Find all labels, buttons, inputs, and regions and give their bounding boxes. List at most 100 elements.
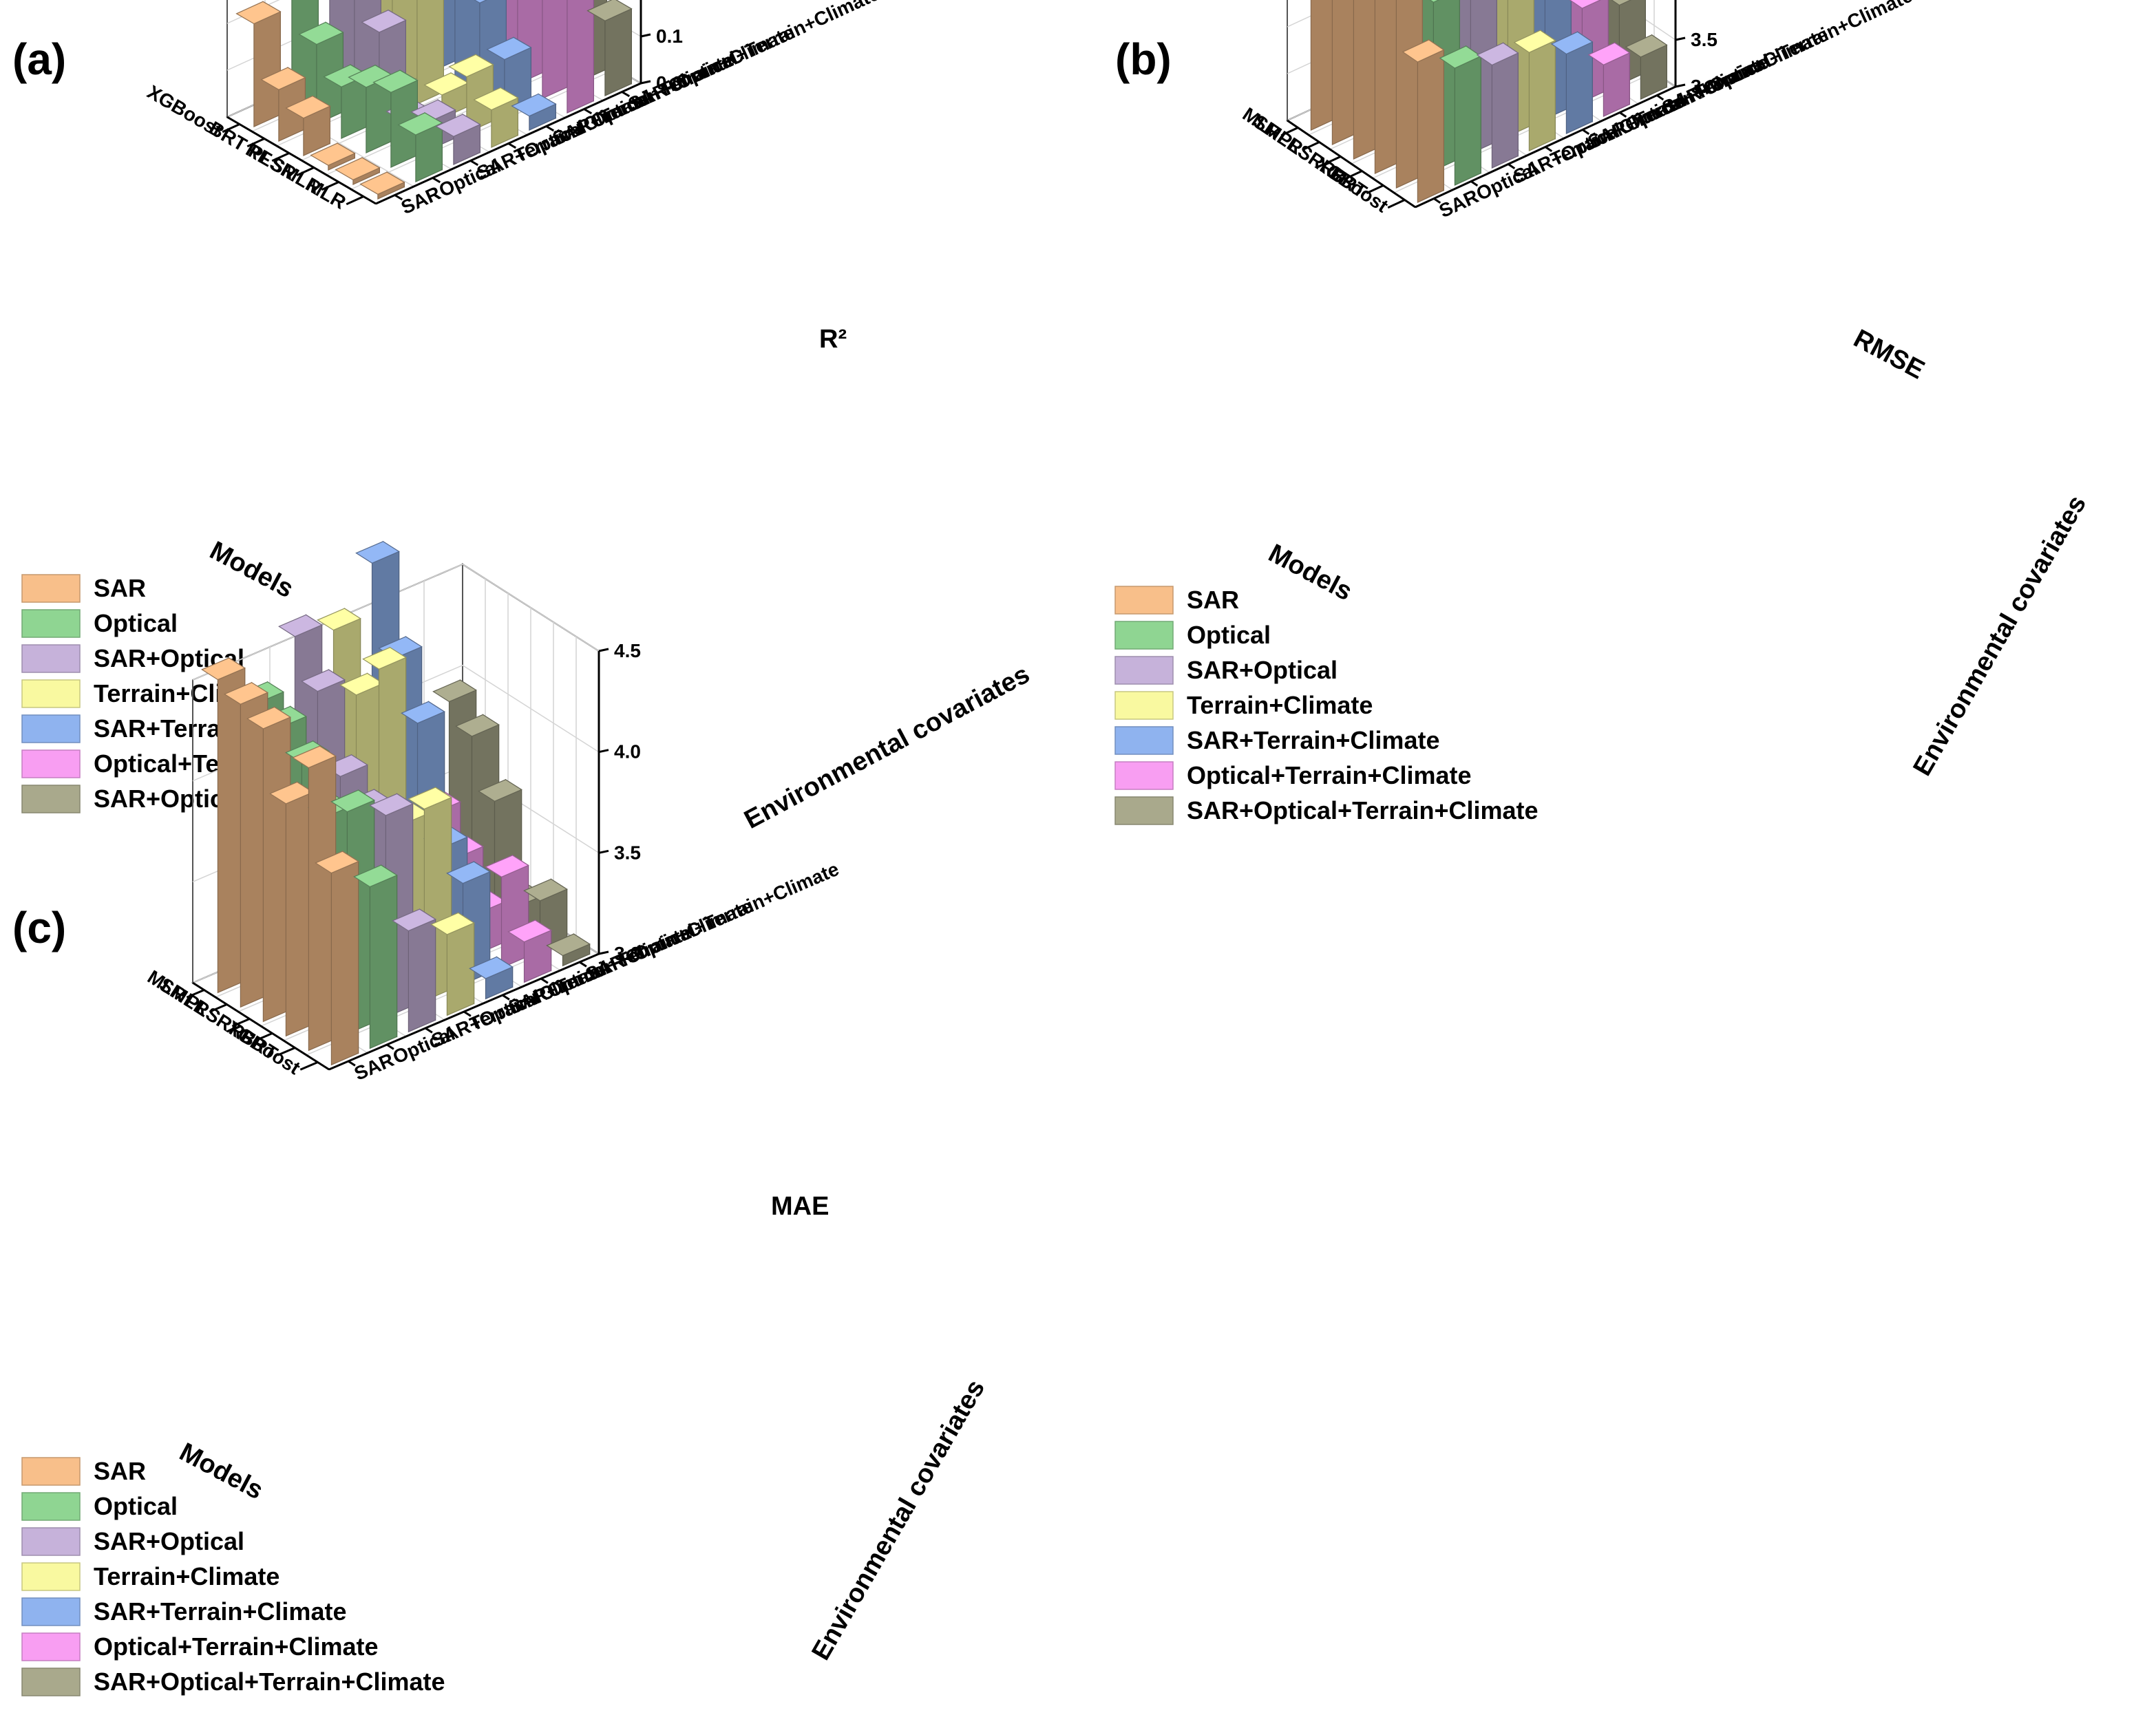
legend-item-sar-terrain-climate: SAR+Terrain+Climate [1114,726,1439,755]
legend-item-sar-optical-terrain-climate: SAR+Optical+Terrain+Climate [21,1668,445,1696]
legend-item-optical: Optical [1114,621,1271,650]
bar-mlr-terrain-climate [473,87,519,149]
legend-item-sar: SAR [21,574,146,603]
z-axis-title: MAE [771,1192,829,1221]
x-axis-title: Models [205,536,298,604]
x-axis-title: Models [1264,539,1357,607]
legend-item-sar: SAR [21,1457,146,1486]
panel-label: (c) [12,903,66,952]
bar-xgboost-terrain-climate [1513,29,1556,152]
z-tick-label: 0.0 [656,72,683,94]
bar-xgboost-sar-optical-terrain-climate [546,933,591,967]
bar-plsr-sar [310,142,356,171]
legend: SAR Optical SAR+Optical Terrain+Climate SAR+… [1114,586,1539,825]
panel-label: (b) [1115,34,1172,84]
z-tick-label: 3.5 [614,842,641,863]
legend-label: Terrain+Climate [94,1562,279,1590]
x-axis-title: Models [175,1438,268,1506]
bars [201,540,591,1066]
z-tick-label: 3.5 [1691,29,1718,50]
covariate-tick-label: SAR+Optical+Terrain+Climate [625,0,883,115]
legend-label: SAR+Terrain+Climate [1187,726,1439,754]
y-axis-title: Environmental covariates [740,660,1035,835]
bar-rf-terrain-climate [416,0,445,105]
legend-item-sar-terrain-climate: SAR+Terrain+Climate [21,1597,346,1626]
covariate-tick-label: SAR [351,1049,397,1085]
legend-label: SAR+Optical [1187,656,1338,684]
bar-mlr-optical [397,111,443,183]
panel-label: (a) [12,34,66,84]
bar-xgboost-sar-optical [1476,42,1519,169]
bar-mlr-sar-terrain-climate [511,93,557,131]
covariate-tick-label: SAR+Optical+Terrain+Climate [1659,0,1916,118]
z-axis: 3.03.54.04.55.05.5 [1674,0,1718,97]
legend-label: Optical [94,1492,178,1520]
bar-xgboost-sar-terrain-climate [1550,31,1594,135]
legend-label: SAR+Optical+Terrain+Climate [1187,796,1539,824]
z-axis-title: R² [819,325,847,354]
legend-item-sar: SAR [1114,586,1239,615]
bar-xgboost-sar [315,851,359,1066]
bar-xgboost-sar [235,1,282,128]
legend-label: Optical+Terrain+Climate [94,1632,379,1661]
z-axis: 0.00.10.20.30.40.5 [640,0,683,94]
bar-xgboost-optical-terrain-climate [1587,41,1631,118]
z-tick-label: 4.0 [1691,0,1718,3]
z-tick-label: 4.0 [614,741,641,763]
legend-item-optical-terrain-climate: Optical+Terrain+Climate [21,1632,379,1661]
legend-item-terrain-climate: Terrain+Climate [1114,691,1373,720]
bars [1310,0,1668,204]
z-tick-label: 0.1 [656,25,683,47]
bar-xgboost-sar-optical-terrain-climate [1625,34,1668,100]
z-tick-label: 3.0 [1691,76,1718,97]
legend-label: SAR+Optical [94,1527,244,1555]
legend-label: SAR [94,1457,146,1485]
bar-xgboost-sar [1402,39,1445,204]
legend-item-optical-terrain-climate: Optical+Terrain+Climate [1114,761,1472,790]
bar-brt-sar [260,67,306,142]
legend-label: SAR+Terrain+Climate [94,1597,346,1626]
z-tick-label: 3.0 [614,943,641,964]
bar-xgboost-optical [353,864,398,1050]
bar-rf-sar [285,95,331,157]
bar-xgboost-optical [1439,45,1482,187]
bar-smlr-optical-terrain-climate [542,0,570,100]
legend-label: Optical [94,609,178,637]
legend-label: Terrain+Climate [1187,691,1373,719]
z-axis-title: RMSE [1849,324,1930,385]
bar-mlr-optical-terrain-climate [567,0,595,114]
legend: SAR Optical SAR+Optical Terrain+Climate SAR+… [21,1457,445,1696]
y-axis-title: Environmental covariates [1907,491,2092,781]
legend-item-sar-optical-terrain-climate: SAR+Optical+Terrain+Climate [1114,796,1539,825]
legend-label: Optical [1187,621,1271,649]
bar-xgboost-terrain-climate [430,912,475,1016]
y-axis-title: Environmental covariates [806,1375,991,1665]
legend-label: SAR [1187,586,1239,614]
legend-item-sar-optical: SAR+Optical [21,1527,244,1556]
legend-label: Optical+Terrain+Climate [1187,761,1472,789]
z-axis: 3.0 3.5 4.0 4.5 [598,640,641,964]
legend-item-sar-optical: SAR+Optical [21,644,244,673]
bar-mlr-sar [359,171,405,200]
panel-b-rmse: (b)3.03.54.04.55.05.5RMSEMLRSMLRPLSRRFBR… [1114,0,2092,825]
bar-mlr-sar [201,657,246,994]
bar-xgboost-optical-terrain-climate [507,919,552,983]
panel-c-mae: (c)3.03.54.04.5MAEMLRSMLRPLSRRFBRTXGBoos… [12,540,991,1696]
legend-item-terrain-climate: Terrain+Climate [21,1562,279,1591]
covariate-tick-label: SAR+Optical+Terrain+Climate [582,858,842,986]
bar-plsr-optical [348,64,394,154]
bar-smlr-sar [335,157,381,186]
z-tick-label: 4.5 [614,640,641,661]
legend-item-optical: Optical [21,609,178,638]
bar-xgboost-sar-terrain-climate [469,956,514,1000]
bar-xgboost-sar-optical [392,908,436,1033]
model-tick-label: MLR [303,174,350,213]
model-tick-label: BRT [206,117,251,156]
legend-item-optical: Optical [21,1492,178,1521]
legend-label: SAR [94,574,146,602]
panel-a-r2: (a)0.00.10.20.30.40.5R²XGBoostBRTRFPLSRS… [12,0,1035,835]
bar-mlr-sar-optical-terrain-climate [586,0,633,97]
legend-item-sar-optical: SAR+Optical [1114,656,1338,685]
bar-mlr-sar-optical [435,114,481,166]
